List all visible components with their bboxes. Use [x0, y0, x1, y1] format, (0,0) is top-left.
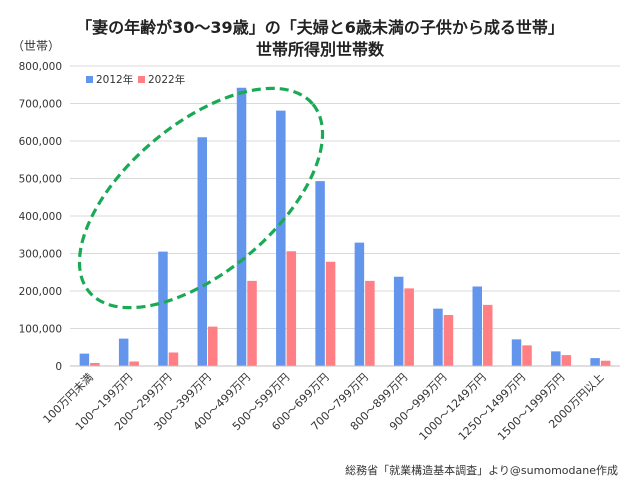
bar-2012	[79, 353, 90, 366]
bar-2022	[208, 326, 218, 366]
highlight-ellipse	[77, 86, 325, 310]
gridlines	[70, 65, 620, 329]
y-tick-label: 200,000	[19, 286, 62, 298]
bar-2022	[168, 352, 179, 366]
bar-2022	[129, 361, 139, 366]
bar-2012	[197, 137, 207, 366]
bar-2022	[443, 315, 454, 366]
chart-title-line2: 世帯所得別世帯数	[255, 40, 384, 59]
bar-2012	[590, 358, 600, 366]
y-tick-label: 0	[55, 361, 62, 373]
bars	[79, 87, 611, 366]
annotations	[77, 86, 325, 310]
y-tick-label: 700,000	[19, 99, 62, 111]
legend: 2012年 2022年	[86, 73, 185, 86]
bar-2012	[276, 110, 286, 366]
bar-2022	[522, 345, 532, 366]
y-tick-label: 600,000	[19, 136, 62, 148]
legend-swatch-2022	[138, 76, 145, 83]
bar-2022	[247, 280, 257, 366]
x-tick-label: 1250～1499万円	[456, 371, 528, 443]
legend-label: 2012年	[96, 73, 133, 86]
x-tick-label: 1000～1249万円	[416, 371, 488, 443]
bar-2022	[90, 363, 100, 366]
bar-2022	[483, 304, 493, 366]
bar-2012	[433, 308, 443, 366]
chart-title-line1: 「妻の年齢が30～39歳」の「夫婦と6歳未満の子供から成る世帯」	[76, 18, 564, 37]
bar-2022	[600, 360, 611, 366]
bar-2022	[286, 251, 297, 366]
bar-2022	[561, 355, 572, 366]
bar-2012	[472, 286, 482, 366]
y-tick-label: 800,000	[19, 61, 62, 73]
y-tick-label: 500,000	[19, 174, 62, 186]
bar-2012	[511, 339, 522, 366]
y-tick-label: 300,000	[19, 249, 62, 261]
y-axis-label: （世帯）	[12, 39, 60, 53]
bar-2012	[354, 242, 365, 366]
source-note: 総務省「就業構造基本調査」より@sumomodane作成	[345, 464, 618, 477]
bar-2012	[315, 181, 325, 366]
bar-2012	[393, 276, 404, 366]
bar-2012	[158, 251, 168, 366]
bar-2012	[551, 351, 561, 366]
y-tick-label: 400,000	[19, 211, 62, 223]
bar-2012	[236, 87, 247, 366]
legend-swatch-2012	[86, 76, 93, 83]
bar-2012	[118, 338, 129, 366]
bar-2022	[404, 288, 414, 366]
bar-2022	[365, 280, 375, 366]
y-tick-label: 100,000	[19, 324, 62, 336]
legend-label: 2022年	[148, 73, 185, 86]
x-tick-label: 1500～1999万円	[495, 371, 567, 443]
bar-2022	[325, 261, 336, 366]
